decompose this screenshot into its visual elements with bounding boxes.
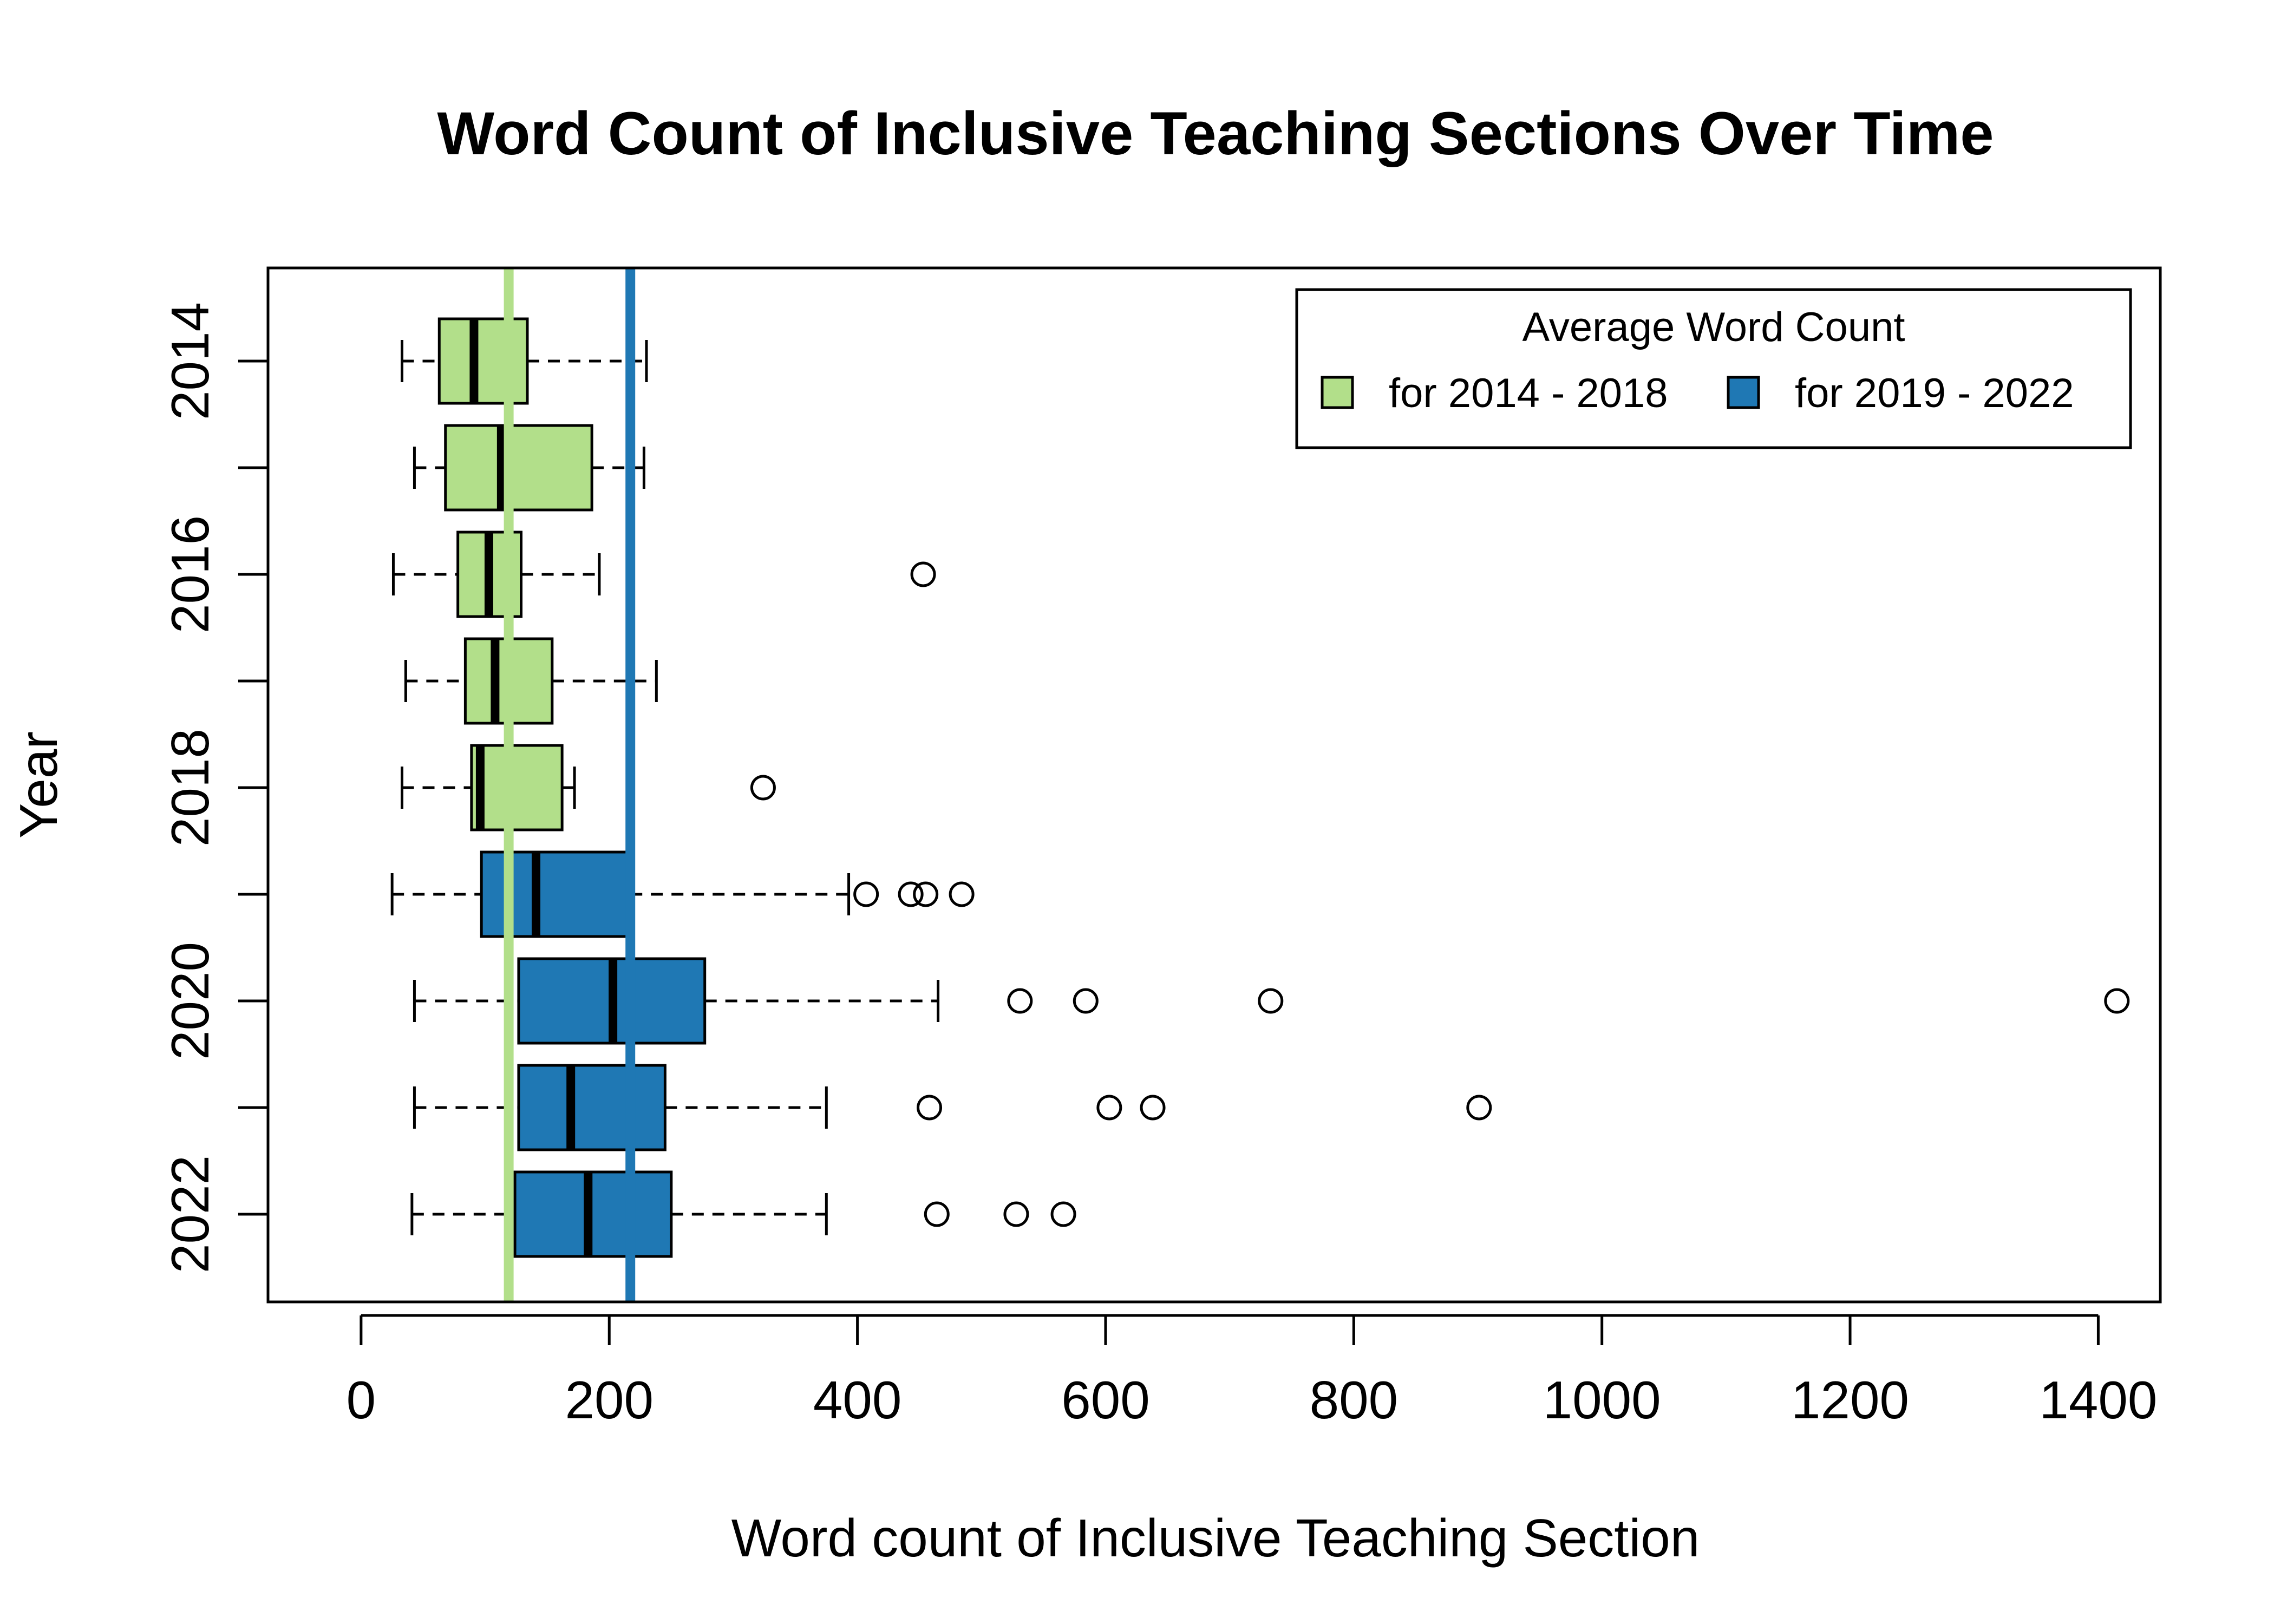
iqr-box-2015: [444, 424, 593, 512]
box-2021: [413, 1064, 1492, 1151]
outlier-2022-1: [924, 1201, 950, 1227]
x-tick-label-1000: 1000: [1543, 1370, 1661, 1430]
box-2022: [410, 1170, 1076, 1258]
y-tick-label-2020: 2020: [160, 942, 220, 1060]
y-tick-label-2016: 2016: [160, 515, 220, 633]
outlier-2019-4: [949, 881, 975, 907]
x-tick-label-1400: 1400: [2039, 1370, 2157, 1430]
outlier-2019-3: [913, 881, 939, 907]
outlier-2021-2: [1096, 1095, 1122, 1121]
outlier-2019-1: [853, 881, 879, 907]
x-tick-label-400: 400: [813, 1370, 902, 1430]
legend-label-2019-2022: for 2019 - 2022: [1795, 370, 2074, 416]
average-lines: [504, 268, 636, 1302]
box-2014: [401, 317, 648, 405]
iqr-box-2021: [517, 1064, 666, 1151]
outlier-2020-1: [1007, 988, 1033, 1014]
legend: Average Word Count for 2014 - 2018 for 201…: [1295, 288, 2132, 449]
x-tick-label-0: 0: [347, 1370, 376, 1430]
outlier-2021-4: [1466, 1095, 1492, 1121]
iqr-box-2018: [470, 744, 564, 831]
iqr-box-2014: [437, 317, 529, 405]
outlier-2022-2: [1003, 1201, 1029, 1227]
x-tick-label-200: 200: [565, 1370, 654, 1430]
y-tick-label-2018: 2018: [160, 729, 220, 847]
x-tick-label-600: 600: [1061, 1370, 1150, 1430]
iqr-box-2019: [480, 850, 632, 938]
outlier-2018-1: [750, 775, 776, 801]
outlier-2021-3: [1140, 1095, 1166, 1121]
outlier-2020-3: [1258, 988, 1284, 1014]
outlier-2020-4: [2104, 988, 2130, 1014]
legend-swatch-2019-2022: [1727, 376, 1760, 409]
plot-area: [390, 317, 2130, 1258]
box-2016: [391, 531, 936, 618]
axes: 0 200 400 600 800 1000 1200 1400 2014 2016 2018 202…: [160, 266, 2162, 1430]
legend-swatch-2014-2018: [1321, 376, 1354, 409]
outlier-2020-2: [1073, 988, 1099, 1014]
box-2018: [401, 744, 776, 831]
outlier-2019-2: [898, 881, 924, 907]
y-tick-label-2022: 2022: [160, 1155, 220, 1273]
y-axis-label: Year: [9, 731, 68, 839]
chart-title: Word Count of Inclusive Teaching Section…: [437, 100, 1994, 167]
x-tick-label-800: 800: [1310, 1370, 1399, 1430]
legend-box: [1295, 288, 2132, 449]
iqr-box-2022: [513, 1170, 673, 1258]
x-axis-label: Word count of Inclusive Teaching Section: [731, 1508, 1700, 1568]
box-2019: [390, 850, 975, 938]
box-2015: [413, 424, 645, 512]
box-2017: [404, 637, 658, 725]
outlier-2021-1: [917, 1095, 943, 1121]
y-tick-label-2014: 2014: [160, 302, 220, 420]
x-tick-label-1200: 1200: [1791, 1370, 1909, 1430]
outlier-2022-3: [1050, 1201, 1076, 1227]
outlier-2016-1: [910, 561, 936, 587]
legend-title: Average Word Count: [1522, 304, 1905, 350]
legend-label-2014-2018: for 2014 - 2018: [1389, 370, 1668, 416]
box-2020: [413, 957, 2130, 1045]
